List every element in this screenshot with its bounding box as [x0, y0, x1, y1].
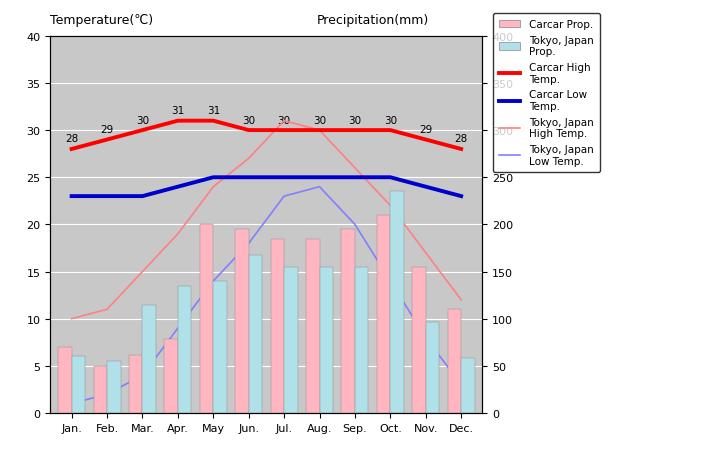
- Bar: [248, 255, 262, 413]
- Bar: [306, 239, 320, 413]
- Text: 28: 28: [454, 134, 468, 144]
- Bar: [355, 267, 369, 413]
- Text: 30: 30: [384, 115, 397, 125]
- Bar: [200, 225, 213, 413]
- Bar: [320, 267, 333, 413]
- Bar: [390, 192, 404, 413]
- Text: 30: 30: [313, 115, 326, 125]
- Bar: [461, 358, 474, 413]
- Text: 29: 29: [100, 125, 114, 134]
- Text: 31: 31: [171, 106, 184, 116]
- Text: 30: 30: [277, 115, 291, 125]
- Bar: [213, 281, 227, 413]
- Bar: [413, 267, 426, 413]
- Text: Precipitation(mm): Precipitation(mm): [317, 14, 429, 27]
- Bar: [107, 361, 120, 413]
- Bar: [271, 239, 284, 413]
- Bar: [178, 286, 192, 413]
- Text: 28: 28: [65, 134, 78, 144]
- Text: 30: 30: [242, 115, 256, 125]
- Bar: [94, 366, 107, 413]
- Bar: [448, 309, 461, 413]
- Bar: [377, 215, 390, 413]
- Text: 31: 31: [207, 106, 220, 116]
- Bar: [72, 357, 85, 413]
- Bar: [58, 347, 72, 413]
- Bar: [341, 230, 355, 413]
- Legend: Carcar Prop., Tokyo, Japan
Prop., Carcar High
Temp., Carcar Low
Temp., Tokyo, Ja: Carcar Prop., Tokyo, Japan Prop., Carcar…: [493, 14, 600, 173]
- Bar: [284, 267, 297, 413]
- Bar: [164, 340, 178, 413]
- Text: 29: 29: [419, 125, 433, 134]
- Bar: [129, 355, 143, 413]
- Bar: [235, 230, 248, 413]
- Bar: [426, 322, 439, 413]
- Bar: [143, 305, 156, 413]
- Text: 30: 30: [136, 115, 149, 125]
- Text: 30: 30: [348, 115, 361, 125]
- Text: Temperature(℃): Temperature(℃): [50, 14, 153, 27]
